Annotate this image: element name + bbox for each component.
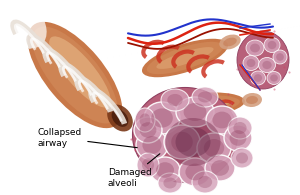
Ellipse shape (264, 37, 280, 52)
Ellipse shape (267, 72, 281, 84)
Ellipse shape (32, 27, 118, 123)
Ellipse shape (112, 109, 128, 127)
Ellipse shape (160, 95, 240, 115)
Ellipse shape (236, 152, 248, 163)
Ellipse shape (237, 31, 289, 89)
Ellipse shape (206, 106, 238, 134)
Ellipse shape (230, 130, 246, 146)
Ellipse shape (223, 38, 237, 46)
Ellipse shape (150, 157, 180, 183)
Ellipse shape (247, 59, 255, 67)
Ellipse shape (133, 88, 238, 183)
Ellipse shape (28, 22, 122, 128)
Ellipse shape (276, 53, 284, 61)
Ellipse shape (192, 87, 218, 107)
Ellipse shape (166, 118, 220, 166)
Ellipse shape (136, 130, 168, 160)
Ellipse shape (219, 35, 241, 50)
Ellipse shape (176, 97, 214, 127)
Ellipse shape (243, 56, 259, 71)
Ellipse shape (185, 164, 205, 180)
Ellipse shape (197, 133, 231, 163)
Ellipse shape (142, 158, 154, 172)
Ellipse shape (198, 176, 212, 188)
Ellipse shape (144, 102, 180, 134)
Ellipse shape (246, 40, 264, 56)
Ellipse shape (233, 122, 247, 134)
Ellipse shape (192, 171, 218, 193)
Ellipse shape (262, 61, 272, 69)
Ellipse shape (137, 153, 159, 177)
Ellipse shape (198, 91, 212, 103)
Ellipse shape (142, 39, 228, 77)
Ellipse shape (156, 162, 174, 178)
Ellipse shape (107, 105, 133, 131)
Ellipse shape (184, 103, 206, 121)
Ellipse shape (231, 148, 253, 168)
Ellipse shape (268, 41, 276, 49)
Ellipse shape (170, 99, 230, 111)
Ellipse shape (49, 36, 111, 108)
Ellipse shape (204, 139, 224, 157)
Ellipse shape (179, 158, 211, 186)
Ellipse shape (0, 0, 46, 48)
Ellipse shape (228, 117, 252, 139)
Ellipse shape (273, 50, 287, 64)
Ellipse shape (164, 125, 200, 159)
Ellipse shape (155, 92, 245, 118)
Text: Collapsed
airway: Collapsed airway (38, 128, 137, 148)
Ellipse shape (164, 177, 177, 189)
Ellipse shape (147, 42, 223, 74)
Ellipse shape (135, 108, 155, 132)
Ellipse shape (224, 125, 252, 151)
Ellipse shape (151, 108, 173, 128)
Ellipse shape (205, 155, 235, 181)
Ellipse shape (242, 93, 262, 107)
Ellipse shape (246, 96, 258, 104)
Ellipse shape (142, 136, 162, 154)
Ellipse shape (211, 160, 229, 176)
Text: Damaged
alveoli: Damaged alveoli (108, 154, 160, 188)
Ellipse shape (212, 112, 232, 128)
Ellipse shape (254, 74, 262, 82)
Ellipse shape (140, 113, 151, 127)
Ellipse shape (250, 71, 266, 85)
Ellipse shape (140, 122, 156, 138)
Ellipse shape (134, 117, 162, 143)
Ellipse shape (156, 47, 214, 69)
Ellipse shape (0, 0, 25, 26)
Ellipse shape (259, 58, 275, 73)
Ellipse shape (161, 89, 189, 111)
Ellipse shape (176, 127, 211, 157)
Ellipse shape (270, 74, 278, 82)
Ellipse shape (171, 132, 193, 152)
Ellipse shape (158, 173, 182, 193)
Ellipse shape (250, 44, 260, 52)
Ellipse shape (167, 94, 183, 106)
